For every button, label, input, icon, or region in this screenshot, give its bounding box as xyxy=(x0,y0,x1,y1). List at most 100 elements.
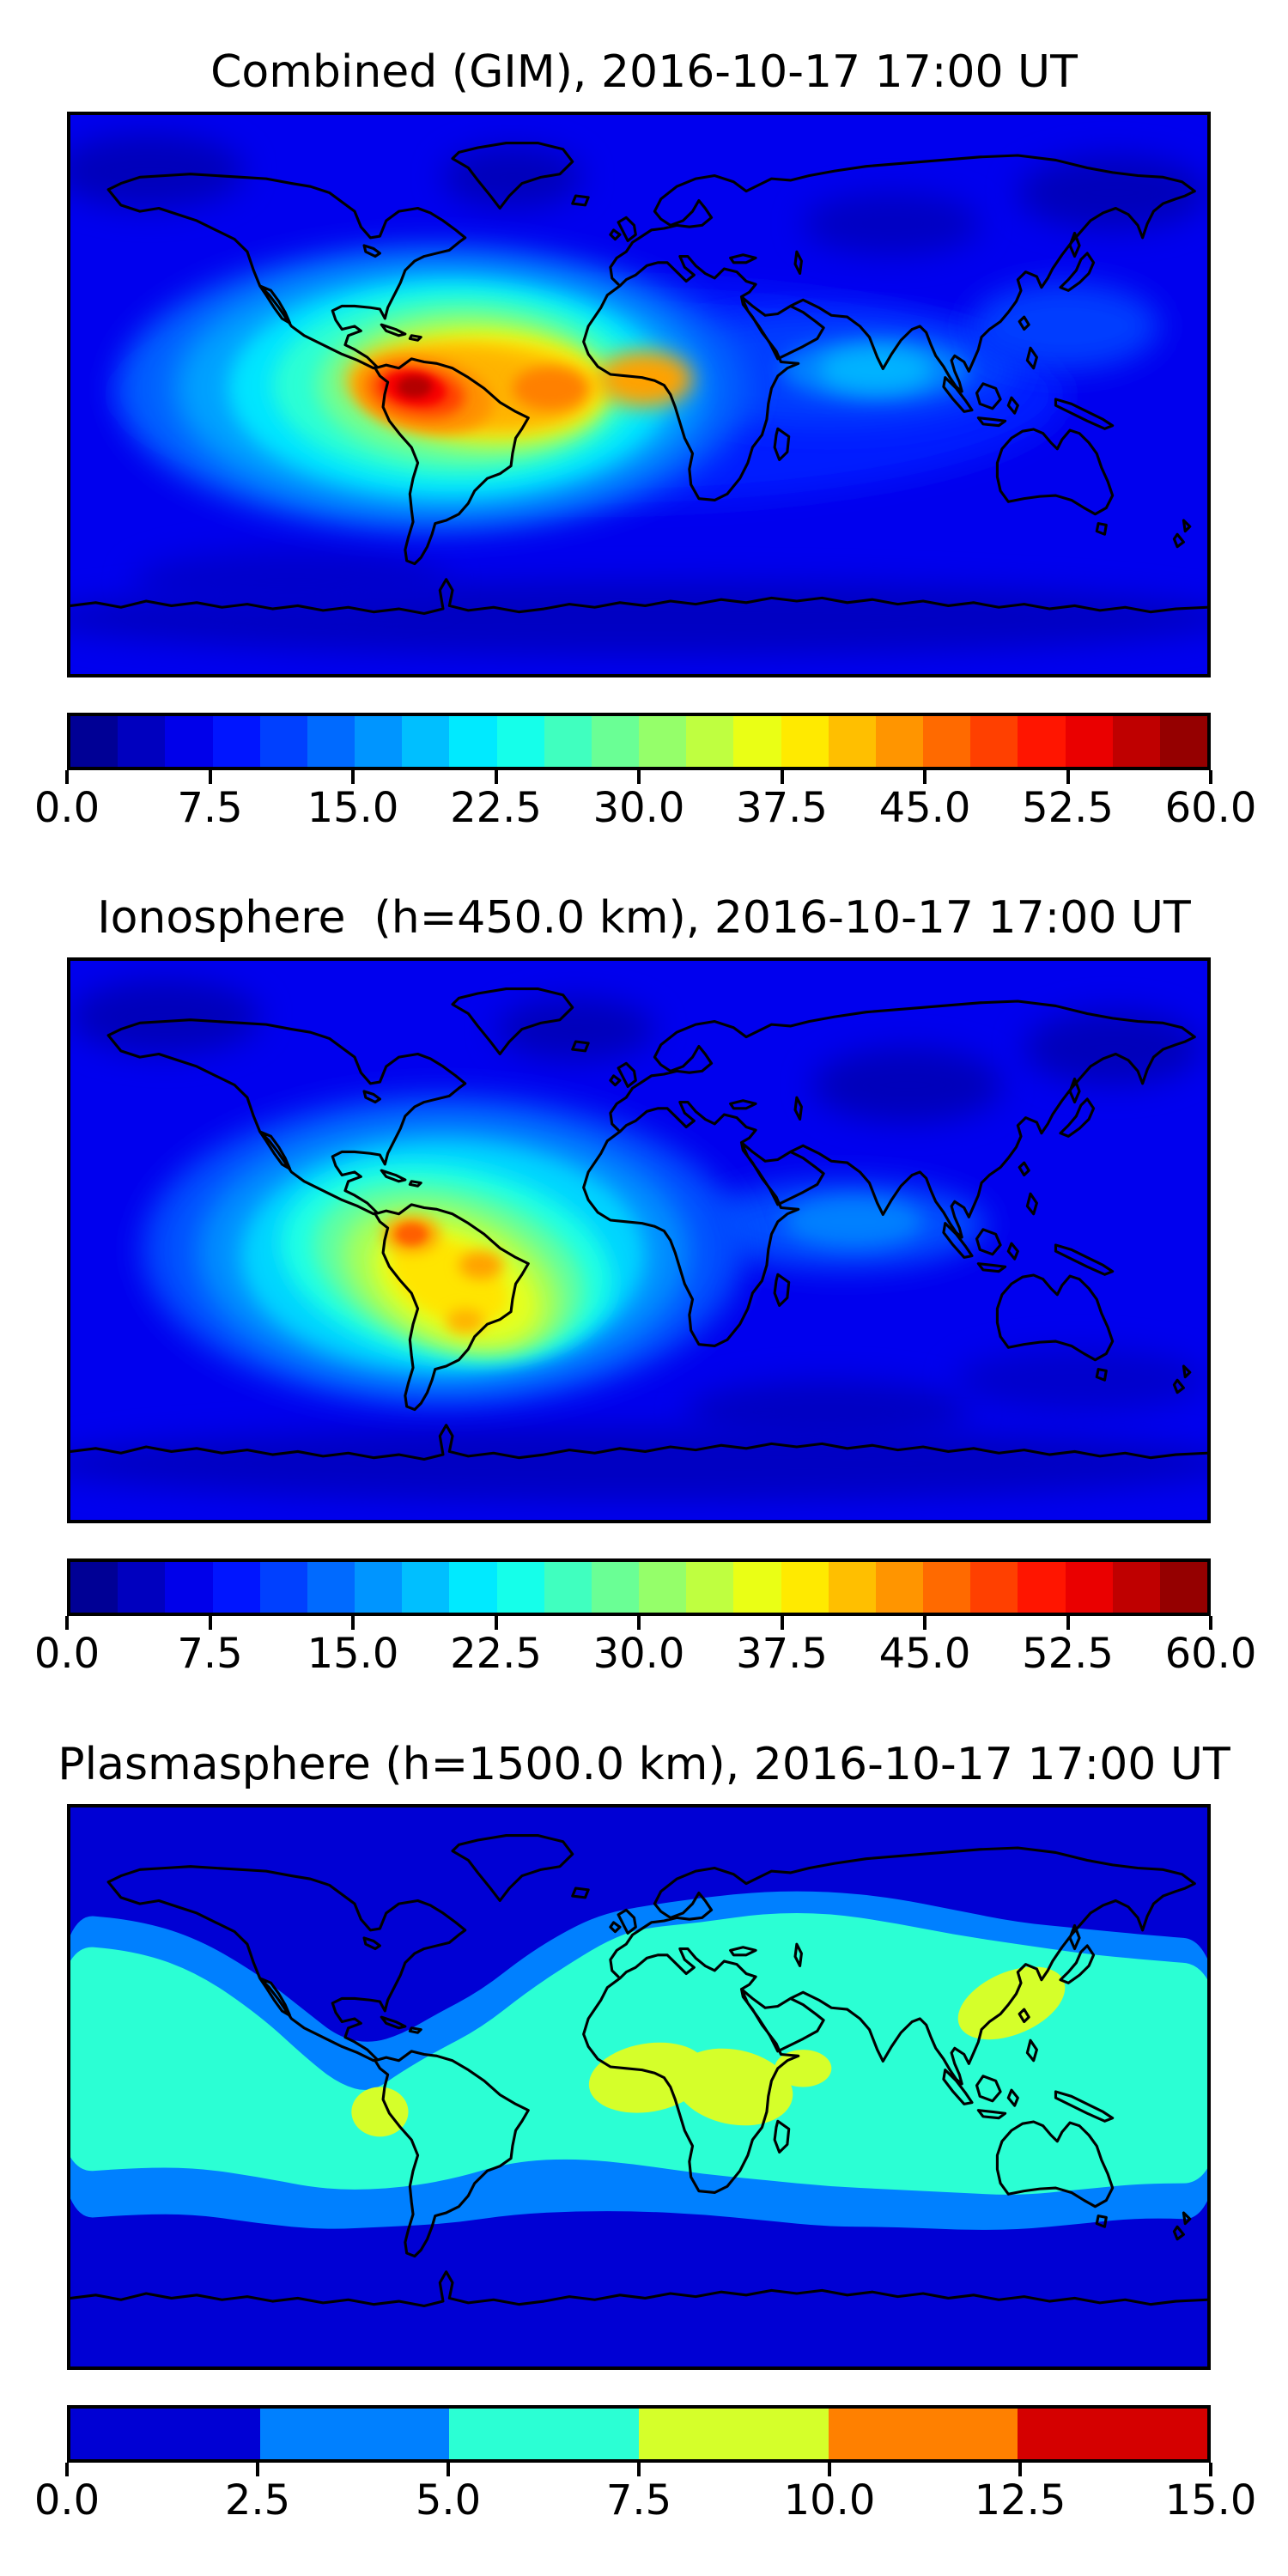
colorbar-segment xyxy=(686,1562,734,1613)
colorbar-tick-label: 0.0 xyxy=(33,1630,100,1678)
colorbar-tick xyxy=(351,770,355,784)
colorbar-tick xyxy=(1209,1616,1212,1630)
colorbar-segment xyxy=(165,1562,213,1613)
field-blob xyxy=(686,1380,971,1443)
colorbar xyxy=(67,713,1211,770)
colorbar-tick-label: 45.0 xyxy=(878,784,971,832)
world-tec-map xyxy=(70,1807,1207,2366)
colorbar-segment xyxy=(496,1562,544,1613)
colorbar-segment xyxy=(259,1562,307,1613)
colorbar-tick-label: 45.0 xyxy=(878,1630,971,1678)
colorbar-tick xyxy=(923,770,927,784)
colorbar-segment xyxy=(1065,716,1113,767)
panel-title: Ionosphere (h=450.0 km), 2016-10-17 17:0… xyxy=(97,892,1191,944)
colorbar-segment xyxy=(1065,1562,1113,1613)
colorbar-segment xyxy=(639,716,687,767)
colorbar-tick xyxy=(1209,2463,1212,2476)
map-frame xyxy=(67,112,1211,677)
colorbar-tick xyxy=(1018,2463,1022,2476)
field-blob xyxy=(803,192,981,255)
colorbar-segment xyxy=(355,716,403,767)
colorbar-segment xyxy=(1112,716,1160,767)
colorbar-segment xyxy=(1018,716,1066,767)
field-blob xyxy=(970,283,1160,370)
colorbar-segment xyxy=(449,1562,497,1613)
colorbar-segment xyxy=(1159,716,1207,767)
panel-combined-gim: Combined (GIM), 2016-10-17 17:00 UT 0.0 7… xyxy=(0,0,1288,847)
colorbar-tick-label: 7.5 xyxy=(605,2476,672,2524)
colorbar-tick xyxy=(923,1616,927,1630)
colorbar-segment xyxy=(165,716,213,767)
colorbar-tick-label: 10.0 xyxy=(783,2476,876,2524)
colorbar-tick xyxy=(494,1616,498,1630)
field-blob xyxy=(133,550,450,612)
colorbar-tick-label: 12.5 xyxy=(974,2476,1066,2524)
colorbar-tick-label: 15.0 xyxy=(1164,2476,1257,2524)
colorbar-tick xyxy=(494,770,498,784)
colorbar-segment xyxy=(212,716,260,767)
colorbar-tick-label: 7.5 xyxy=(177,784,243,832)
field-blob xyxy=(954,1349,1207,1412)
colorbar-segment xyxy=(307,716,355,767)
colorbar-segment xyxy=(402,1562,450,1613)
field-blob xyxy=(588,2042,708,2113)
colorbar-tick xyxy=(637,770,641,784)
field-blob xyxy=(674,2048,793,2126)
colorbar-tick xyxy=(1209,770,1212,784)
colorbar-segment xyxy=(212,1562,260,1613)
colorbar-tick xyxy=(208,770,212,784)
colorbar-segment xyxy=(591,716,640,767)
colorbar-tick-label: 30.0 xyxy=(592,784,685,832)
colorbar-tick xyxy=(1066,770,1070,784)
world-tec-map xyxy=(70,961,1207,1520)
colorbar xyxy=(67,1558,1211,1616)
colorbar-segment xyxy=(70,716,118,767)
colorbar-tick xyxy=(828,2463,831,2476)
colorbar-segment xyxy=(923,716,971,767)
colorbar-segment xyxy=(639,2409,829,2459)
colorbar xyxy=(67,2405,1211,2463)
colorbar-tick xyxy=(780,770,784,784)
panel-plasmasphere: Plasmasphere (h=1500.0 km), 2016-10-17 1… xyxy=(0,1692,1288,2539)
colorbar-segment xyxy=(449,2409,640,2459)
colorbar-tick xyxy=(637,1616,641,1630)
colorbar-tick xyxy=(65,2463,69,2476)
colorbar-tick-label: 37.5 xyxy=(736,784,828,832)
colorbar-tick-label: 5.0 xyxy=(415,2476,482,2524)
colorbar-segment xyxy=(828,2409,1018,2459)
colorbar-tick xyxy=(65,770,69,784)
colorbar-segment xyxy=(828,716,876,767)
field-blob xyxy=(818,348,933,392)
colorbar-segment xyxy=(970,716,1018,767)
field-blob xyxy=(397,375,433,398)
colorbar-tick-label: 22.5 xyxy=(450,1630,542,1678)
colorbar-segment xyxy=(1018,1562,1066,1613)
colorbar-tick-label: 60.0 xyxy=(1164,784,1257,832)
colorbar-tick-label: 15.0 xyxy=(307,1630,399,1678)
field-blob xyxy=(1018,155,1207,230)
colorbar-tick xyxy=(208,1616,212,1630)
field-blob xyxy=(496,998,655,1060)
colorbar-segment xyxy=(875,1562,924,1613)
colorbar-tick-label: 0.0 xyxy=(33,2476,100,2524)
colorbar-tick xyxy=(351,1616,355,1630)
colorbar-segment xyxy=(259,716,307,767)
colorbar-tick-label: 7.5 xyxy=(177,1630,243,1678)
colorbar-segment xyxy=(1159,1562,1207,1613)
colorbar-segment xyxy=(544,716,592,767)
colorbar-segment xyxy=(828,1562,876,1613)
panel-title: Combined (GIM), 2016-10-17 17:00 UT xyxy=(210,46,1078,98)
colorbar-segment xyxy=(496,716,544,767)
field-blob xyxy=(351,2087,409,2137)
colorbar-tick-label: 60.0 xyxy=(1164,1630,1257,1678)
colorbar-segment xyxy=(781,1562,829,1613)
field-blob xyxy=(957,1966,1066,2040)
panel-title: Plasmasphere (h=1500.0 km), 2016-10-17 1… xyxy=(58,1739,1230,1790)
colorbar-segment xyxy=(259,2409,450,2459)
colorbar-tick-label: 37.5 xyxy=(736,1630,828,1678)
field-blob xyxy=(512,366,589,410)
colorbar-segment xyxy=(355,1562,403,1613)
colorbar-tick xyxy=(637,2463,641,2476)
colorbar-tick-label: 52.5 xyxy=(1022,1630,1114,1678)
